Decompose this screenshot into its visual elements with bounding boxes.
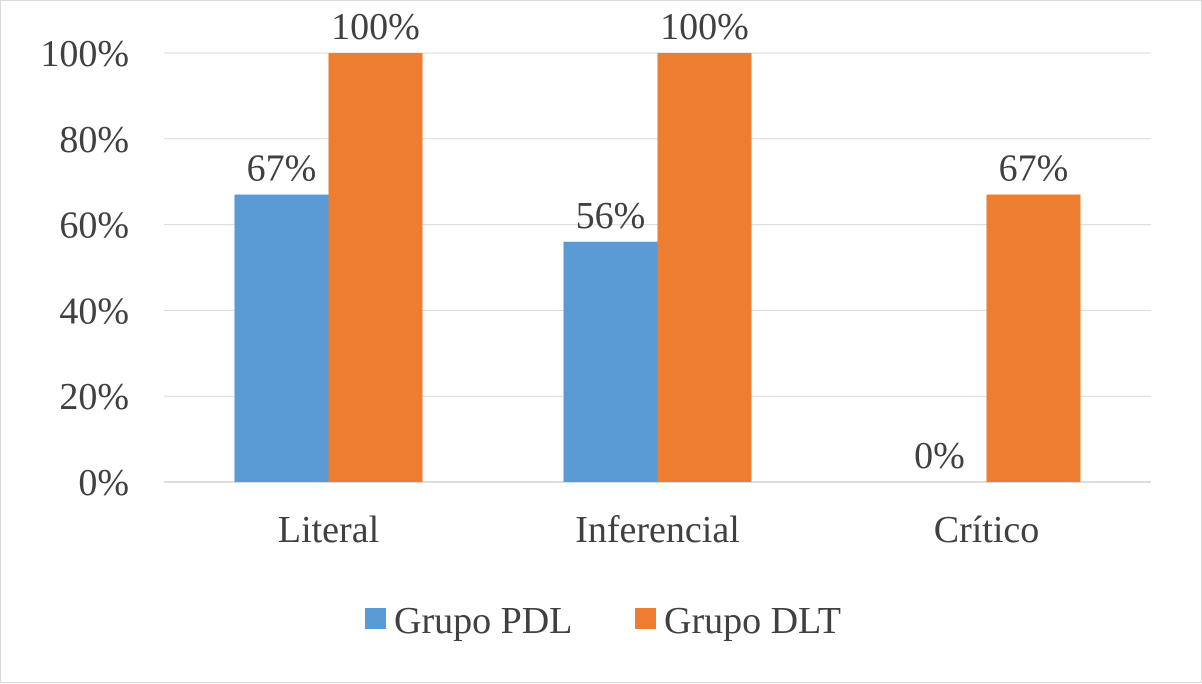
bar-grupo-dlt-literal — [328, 53, 423, 482]
data-label: 67% — [247, 148, 317, 190]
legend-item-grupo-dlt: Grupo DLT — [635, 600, 841, 642]
y-tick-label: 40% — [59, 290, 129, 332]
legend: Grupo PDL Grupo DLT — [365, 600, 841, 642]
legend-label: Grupo PDL — [394, 600, 572, 642]
x-category-label: Literal — [278, 509, 379, 551]
x-axis-categories: Literal Inferencial Crítico — [278, 509, 1039, 551]
bars — [234, 53, 1081, 482]
bar-grupo-dlt-crítico — [986, 194, 1081, 482]
data-label: 100% — [331, 6, 420, 48]
y-tick-label: 20% — [59, 376, 129, 418]
y-tick-label: 0% — [78, 462, 129, 504]
legend-swatch — [635, 608, 656, 629]
bar-grupo-pdl-inferencial — [563, 241, 658, 482]
y-tick-label: 60% — [59, 205, 129, 247]
y-tick-label: 80% — [59, 119, 129, 161]
y-axis-ticks: 0% 20% 40% 60% 80% 100% — [40, 33, 129, 504]
legend-item-grupo-pdl: Grupo PDL — [365, 600, 572, 642]
data-label: 100% — [660, 6, 749, 48]
bar-grupo-pdl-literal — [234, 194, 329, 482]
legend-swatch — [365, 608, 386, 629]
data-label: 67% — [999, 148, 1069, 190]
y-tick-label: 100% — [40, 33, 129, 75]
data-label: 0% — [914, 435, 965, 477]
x-category-label: Crítico — [934, 509, 1040, 551]
data-labels: 67% 100% 56% 100% 0% 67% — [247, 6, 1069, 477]
data-label: 56% — [576, 195, 646, 237]
x-category-label: Inferencial — [575, 509, 740, 551]
bar-grupo-dlt-inferencial — [657, 53, 752, 482]
legend-label: Grupo DLT — [664, 600, 841, 642]
